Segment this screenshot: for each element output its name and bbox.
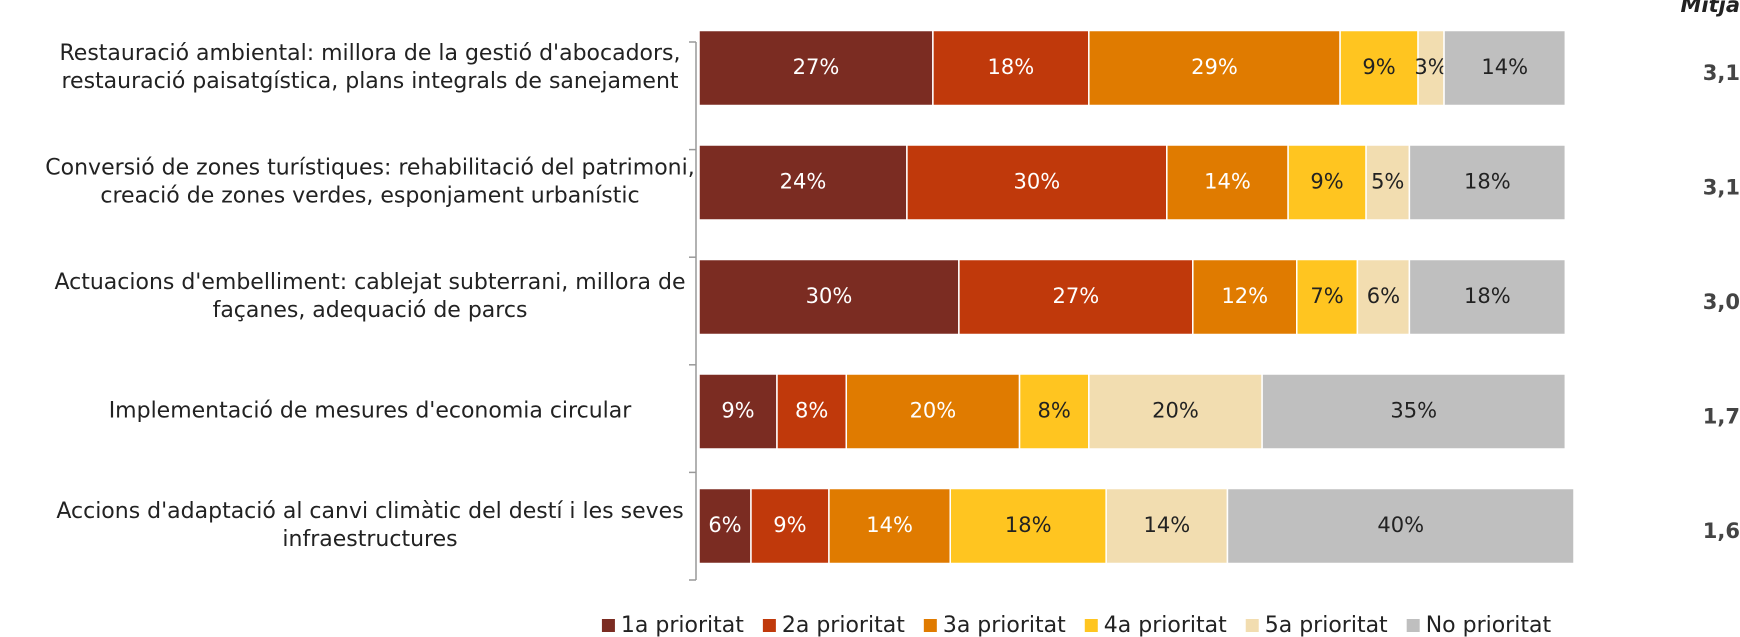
category-label: Restauració ambiental: millora de la ges… [59, 41, 680, 94]
category-label: Accions d'adaptació al canvi climàtic de… [56, 499, 683, 552]
bar-segment [1365, 144, 1411, 221]
bar-segment [698, 373, 778, 450]
bar-segment [1088, 373, 1263, 450]
mean-value: 3,0 [1703, 290, 1740, 314]
segment-label: 9% [1362, 55, 1395, 79]
segment-label: 9% [721, 399, 754, 423]
legend-label: 5a prioritat [1265, 613, 1388, 637]
segment-label: 9% [773, 513, 806, 537]
bar-segment [1339, 29, 1419, 107]
bar-segment [776, 373, 848, 450]
segment-label: 27% [793, 55, 840, 79]
bar-segment [698, 487, 752, 565]
bar-segment [1408, 258, 1567, 336]
bar-segment [1226, 487, 1575, 565]
bar-segment [1018, 373, 1090, 450]
segment-label: 7% [1310, 284, 1343, 308]
segment-label: 29% [1191, 55, 1238, 79]
segment-label: 14% [1481, 55, 1528, 79]
category-label: Implementació de mesures d'economia circ… [109, 399, 633, 424]
segment-label: 18% [988, 55, 1035, 79]
legend-label: No prioritat [1426, 613, 1552, 637]
legend-swatch [1245, 619, 1259, 632]
segment-label: 30% [1014, 170, 1061, 194]
segment-label: 3% [1414, 55, 1447, 79]
segment-label: 5% [1371, 170, 1404, 194]
bar-segment [1296, 258, 1359, 336]
legend-swatch [923, 619, 937, 632]
bar-segment [1356, 258, 1411, 336]
legend-label: 1a prioritat [621, 613, 744, 637]
bar-segment [1192, 258, 1298, 336]
segment-label: 9% [1310, 170, 1343, 194]
bar-segment [1443, 29, 1567, 107]
bar-segment [932, 29, 1090, 107]
segment-label: 20% [1152, 399, 1199, 423]
mean-value: 3,1 [1703, 176, 1740, 200]
segment-label: 27% [1053, 284, 1100, 308]
segment-label: 20% [910, 399, 957, 423]
segment-label: 40% [1377, 513, 1424, 537]
mean-header: Mitja [1680, 0, 1740, 17]
segment-label: 14% [866, 513, 913, 537]
segment-label: 35% [1390, 399, 1437, 423]
category-label: Actuacions d'embelliment: cablejat subte… [54, 270, 685, 323]
bar-segment [1417, 29, 1445, 107]
segment-label: 14% [1143, 513, 1190, 537]
bar-segment [958, 258, 1194, 336]
category-label: Conversió de zones turístiques: rehabili… [45, 156, 694, 209]
bar-segment [750, 487, 830, 565]
bar-segment [1408, 144, 1567, 221]
segment-label: 8% [795, 399, 828, 423]
segment-label: 24% [780, 170, 827, 194]
mean-value: 1,6 [1703, 519, 1740, 543]
segment-label: 30% [806, 284, 853, 308]
bar-segment [1105, 487, 1229, 565]
segment-label: 8% [1038, 399, 1071, 423]
legend-label: 4a prioritat [1104, 613, 1227, 637]
mean-value: 3,1 [1703, 61, 1740, 85]
legend-swatch [1084, 619, 1098, 632]
bar-segment [1088, 29, 1341, 107]
bar-segment [845, 373, 1021, 450]
bar-segment [1261, 373, 1567, 450]
legend-swatch [1406, 619, 1420, 632]
segment-label: 18% [1464, 284, 1511, 308]
segment-label: 6% [708, 513, 741, 537]
segment-label: 14% [1204, 170, 1251, 194]
segment-label: 6% [1367, 284, 1400, 308]
bar-segment [949, 487, 1107, 565]
bar-segment [1166, 144, 1289, 221]
segment-label: 12% [1221, 284, 1268, 308]
segment-label: 18% [1464, 170, 1511, 194]
legend-label: 2a prioritat [782, 613, 905, 637]
segment-label: 18% [1005, 513, 1052, 537]
bar-segment [698, 29, 934, 107]
legend-swatch [601, 619, 615, 632]
bar-segment [698, 258, 960, 336]
legend-label: 3a prioritat [943, 613, 1066, 637]
legend-swatch [762, 619, 776, 632]
mean-value: 1,7 [1703, 405, 1740, 429]
